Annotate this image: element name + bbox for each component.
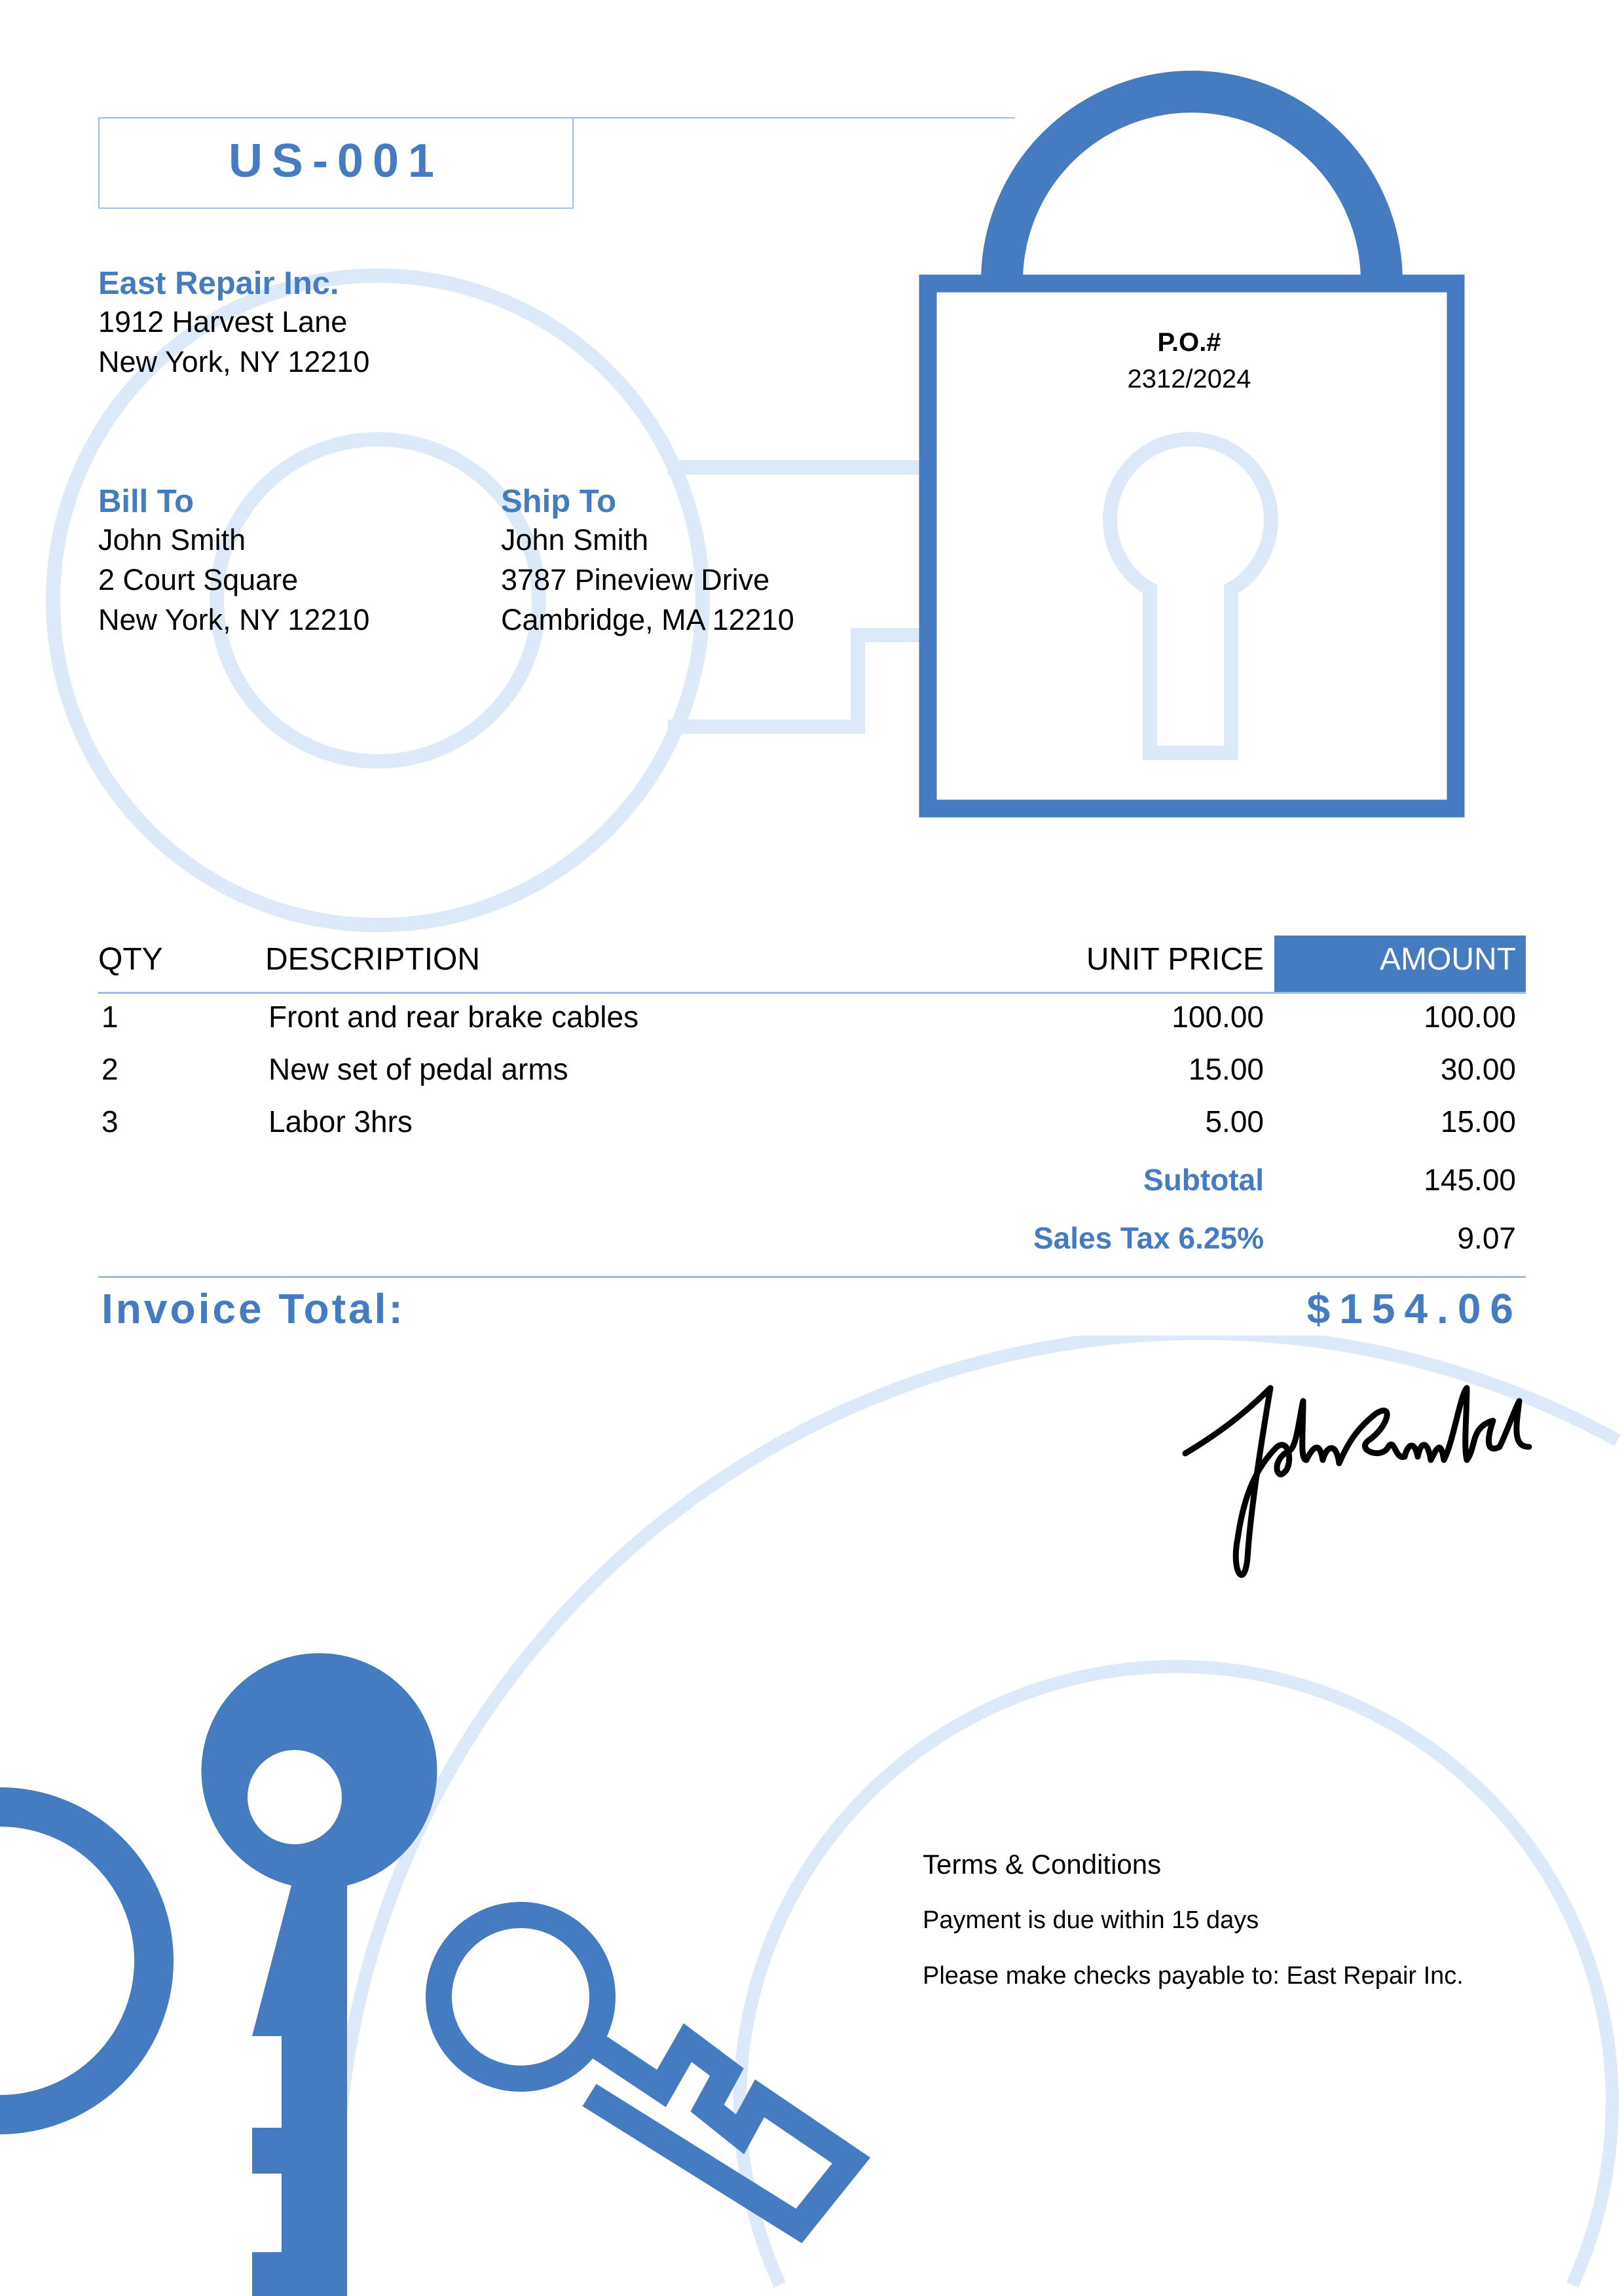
bill-to: Bill To John Smith 2 Court Square New Yo…: [98, 483, 369, 640]
signature-image: [1182, 1385, 1532, 1578]
ship-to-label: Ship To: [501, 484, 616, 519]
company-name: East Repair Inc.: [98, 266, 339, 301]
row-unit-price: 15.00: [1188, 1052, 1264, 1086]
row-description: Front and rear brake cables: [268, 1000, 639, 1034]
bill-to-name: John Smith: [98, 523, 246, 556]
bill-to-address-line2: New York, NY 12210: [98, 603, 370, 636]
header-divider: [98, 117, 1015, 118]
bill-to-address-line1: 2 Court Square: [98, 563, 299, 596]
table-header-divider: [98, 992, 1526, 994]
key-icon-2: [426, 1902, 871, 2244]
row-amount: 100.00: [1424, 1000, 1516, 1034]
row-qty: 1: [101, 1000, 119, 1034]
unit-price-header: UNIT PRICE: [1086, 942, 1264, 977]
row-description: New set of pedal arms: [268, 1052, 568, 1086]
terms-section: Terms & Conditions Payment is due within…: [923, 1846, 1464, 1994]
invoice-total-value: $154.06: [1306, 1285, 1522, 1332]
terms-title: Terms & Conditions: [923, 1849, 1162, 1880]
company-address-line2: New York, NY 12210: [98, 345, 370, 378]
row-qty: 3: [101, 1104, 119, 1139]
ship-to-address-line2: Cambridge, MA 12210: [501, 603, 794, 636]
keyhole-icon: [1103, 431, 1278, 760]
terms-line1: Payment is due within 15 days: [923, 1906, 1259, 1934]
row-amount: 30.00: [1440, 1052, 1516, 1086]
row-amount: 15.00: [1440, 1104, 1516, 1139]
company-address-line1: 1912 Harvest Lane: [98, 305, 348, 338]
amount-header-bg: [1274, 936, 1526, 993]
key-icon: [0, 1653, 437, 2296]
ship-to-address-line1: 3787 Pineview Drive: [501, 563, 770, 596]
description-header: DESCRIPTION: [265, 942, 481, 977]
padlock-icon: [919, 71, 1465, 818]
tax-label: Sales Tax 6.25%: [1033, 1221, 1264, 1255]
light-circle-decoration: [330, 1326, 1621, 2288]
terms-line2: Please make checks payable to: East Repa…: [923, 1962, 1464, 1990]
subtotal-value: 145.00: [1424, 1163, 1516, 1197]
light-key-icon: [46, 268, 919, 932]
ship-to-name: John Smith: [501, 523, 649, 556]
row-unit-price: 5.00: [1205, 1104, 1264, 1139]
amount-header: AMOUNT: [1380, 942, 1516, 977]
invoice-number: US-001: [228, 135, 444, 187]
row-unit-price: 100.00: [1172, 1000, 1264, 1034]
company-info: East Repair Inc. 1912 Harvest Lane New Y…: [98, 265, 369, 382]
invoice-total-label: Invoice Total:: [101, 1285, 405, 1332]
row-description: Labor 3hrs: [268, 1104, 413, 1139]
total-divider: [98, 1276, 1526, 1278]
po-block: P.O.# 2312/2024: [1058, 324, 1320, 397]
row-qty: 2: [101, 1052, 119, 1086]
po-label: P.O.#: [1157, 328, 1221, 357]
qty-header: QTY: [98, 942, 163, 977]
po-value: 2312/2024: [1127, 365, 1251, 393]
subtotal-label: Subtotal: [1143, 1163, 1264, 1197]
bill-to-label: Bill To: [98, 484, 194, 519]
invoice-number-box: US-001: [98, 118, 574, 209]
tax-value: 9.07: [1457, 1221, 1516, 1255]
ship-to: Ship To John Smith 3787 Pineview Drive C…: [501, 483, 794, 640]
